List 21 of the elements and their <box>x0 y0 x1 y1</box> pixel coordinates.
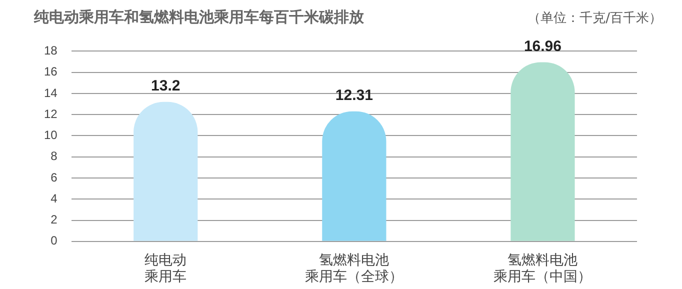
y-tick-label: 16 <box>44 64 58 79</box>
bar <box>510 62 575 241</box>
bar <box>322 111 386 241</box>
y-tick-label: 10 <box>44 128 58 142</box>
data-label: 16.96 <box>524 38 562 55</box>
y-tick-label: 18 <box>44 44 58 58</box>
y-tick-label: 6 <box>50 170 58 184</box>
y-tick-label: 8 <box>50 149 58 164</box>
chart-subtitle: （单位：千克/百千米） <box>528 10 662 27</box>
x-tick-label: 氢燃料电池乘用车（中国） <box>494 252 592 286</box>
y-tick-label: 12 <box>44 106 58 121</box>
x-tick-label: 氢燃料电池乘用车（全球） <box>305 252 404 286</box>
bar <box>134 102 198 241</box>
data-label: 13.2 <box>151 78 180 95</box>
y-tick-label: 2 <box>50 212 58 227</box>
chart-title: 纯电动乘用车和氢燃料电池乘用车每百千米碳排放 <box>34 8 364 27</box>
x-tick-label: 纯电动乘用车 <box>144 252 187 286</box>
y-tick-label: 14 <box>44 86 58 100</box>
data-label: 12.31 <box>335 86 373 104</box>
y-tick-label: 0 <box>50 234 58 248</box>
y-tick-label: 4 <box>50 191 58 206</box>
